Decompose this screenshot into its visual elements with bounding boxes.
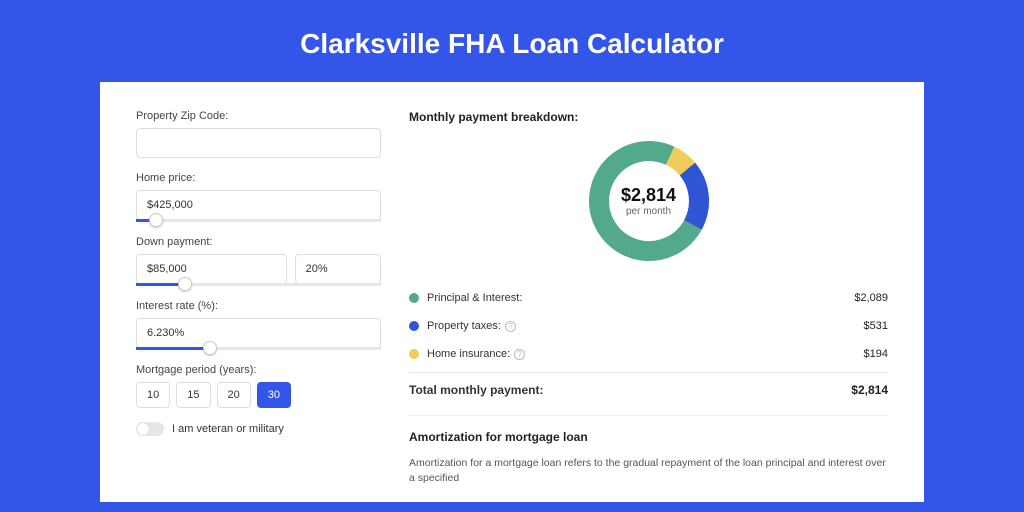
breakdown-rows: Principal & Interest:$2,089Property taxe… [409, 284, 888, 368]
veteran-toggle[interactable] [136, 422, 164, 436]
total-amount: $2,814 [851, 383, 888, 397]
breakdown-row: Property taxes: ?$531 [409, 312, 888, 340]
down-payment-input[interactable] [136, 254, 287, 284]
breakdown-title: Monthly payment breakdown: [409, 110, 888, 124]
mortgage-period-options: 1015 2030 [136, 382, 381, 408]
period-button-10[interactable]: 10 [136, 382, 170, 408]
down-payment-slider[interactable] [136, 283, 381, 286]
amortization-title: Amortization for mortgage loan [409, 430, 888, 444]
legend-dot [409, 349, 419, 359]
breakdown-amount: $2,089 [854, 292, 888, 304]
breakdown-label: Property taxes: ? [427, 320, 864, 332]
info-icon[interactable]: ? [505, 321, 516, 332]
breakdown-amount: $194 [864, 348, 888, 360]
donut-amount: $2,814 [621, 185, 676, 206]
home-price-field: Home price: [136, 172, 381, 222]
mortgage-period-label: Mortgage period (years): [136, 364, 381, 376]
breakdown-row: Principal & Interest:$2,089 [409, 284, 888, 312]
interest-rate-field: Interest rate (%): [136, 300, 381, 350]
donut-sub: per month [626, 206, 671, 217]
veteran-label: I am veteran or military [172, 423, 284, 435]
down-payment-pct-input[interactable] [295, 254, 381, 284]
interest-rate-input[interactable] [136, 318, 381, 348]
amortization-block: Amortization for mortgage loan Amortizat… [409, 415, 888, 485]
veteran-field: I am veteran or military [136, 422, 381, 436]
breakdown-label: Home insurance: ? [427, 348, 864, 360]
breakdown-label: Principal & Interest: [427, 292, 854, 304]
interest-rate-label: Interest rate (%): [136, 300, 381, 312]
interest-rate-slider[interactable] [136, 347, 381, 350]
down-payment-label: Down payment: [136, 236, 381, 248]
period-button-20[interactable]: 20 [217, 382, 251, 408]
zip-input[interactable] [136, 128, 381, 158]
down-payment-slider-thumb[interactable] [178, 277, 192, 291]
interest-rate-slider-fill [136, 347, 210, 350]
zip-label: Property Zip Code: [136, 110, 381, 122]
legend-dot [409, 321, 419, 331]
interest-rate-slider-thumb[interactable] [203, 341, 217, 355]
period-button-15[interactable]: 15 [176, 382, 210, 408]
total-label: Total monthly payment: [409, 383, 851, 397]
form-panel: Property Zip Code: Home price: Down paym… [136, 110, 381, 502]
veteran-toggle-knob [137, 423, 149, 435]
payment-donut-chart: $2,814 per month [584, 136, 714, 266]
zip-field: Property Zip Code: [136, 110, 381, 158]
home-price-slider-thumb[interactable] [149, 213, 163, 227]
breakdown-amount: $531 [864, 320, 888, 332]
legend-dot [409, 293, 419, 303]
page-title: Clarksville FHA Loan Calculator [0, 0, 1024, 82]
down-payment-field: Down payment: [136, 236, 381, 286]
mortgage-period-field: Mortgage period (years): 1015 2030 [136, 364, 381, 408]
total-row: Total monthly payment: $2,814 [409, 372, 888, 409]
info-icon[interactable]: ? [514, 349, 525, 360]
period-button-30[interactable]: 30 [257, 382, 291, 408]
calculator-card: Property Zip Code: Home price: Down paym… [100, 82, 924, 502]
breakdown-row: Home insurance: ?$194 [409, 340, 888, 368]
breakdown-panel: Monthly payment breakdown: $2,814 per mo… [409, 110, 888, 502]
donut-center: $2,814 per month [584, 136, 714, 266]
home-price-slider[interactable] [136, 219, 381, 222]
amortization-text: Amortization for a mortgage loan refers … [409, 456, 888, 485]
donut-wrap: $2,814 per month [409, 136, 888, 266]
home-price-label: Home price: [136, 172, 381, 184]
home-price-input[interactable] [136, 190, 381, 220]
